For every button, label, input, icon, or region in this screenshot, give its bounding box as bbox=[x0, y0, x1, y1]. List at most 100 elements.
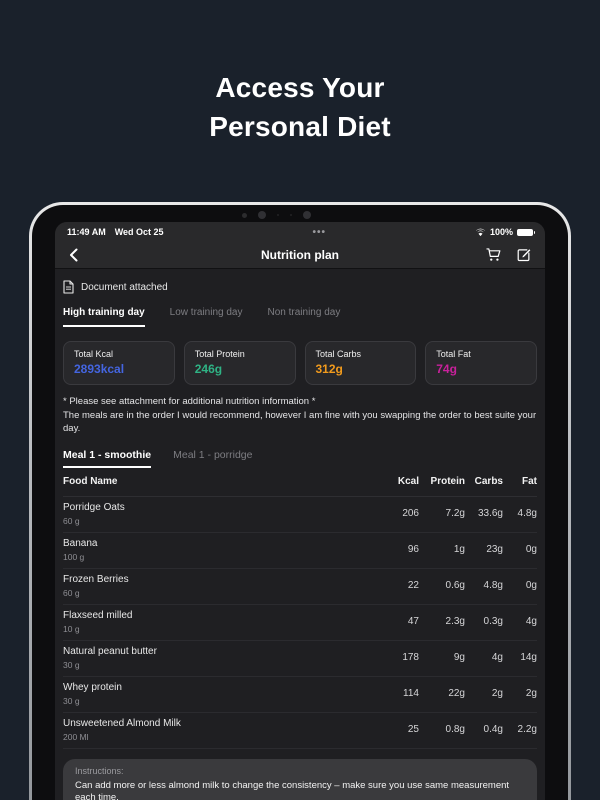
table-row: Natural peanut butter 30 g 178 9g 4g 14g bbox=[63, 641, 537, 677]
cell-fat: 2g bbox=[525, 688, 537, 699]
sensor-dot bbox=[290, 214, 292, 216]
status-time: 11:49 AM bbox=[67, 227, 106, 237]
document-attached-row[interactable]: Document attached bbox=[63, 280, 537, 294]
total-fat-card: Total Fat 74g bbox=[425, 341, 537, 385]
cell-carbs: 23g bbox=[486, 544, 503, 555]
note-attachment: * Please see attachment for additional n… bbox=[63, 396, 316, 407]
food-portion: 30 g bbox=[63, 659, 80, 670]
cell-protein: 22g bbox=[448, 688, 465, 699]
cell-carbs: 33.6g bbox=[477, 508, 503, 519]
tablet-device: 11:49 AM Wed Oct 25 ••• 100% Nutrition p bbox=[29, 202, 571, 800]
cell-fat: 2.2g bbox=[517, 724, 537, 735]
cell-kcal: 22 bbox=[407, 580, 419, 591]
table-header: Food Name Kcal Protein Carbs Fat bbox=[63, 468, 537, 497]
table-row: Whey protein 30 g 114 22g 2g 2g bbox=[63, 677, 537, 713]
food-portion: 200 Ml bbox=[63, 731, 89, 742]
tab-meal1-porridge[interactable]: Meal 1 - porridge bbox=[173, 448, 253, 461]
food-name: Unsweetened Almond Milk bbox=[63, 717, 181, 729]
cell-kcal: 178 bbox=[402, 652, 419, 663]
compose-icon[interactable] bbox=[517, 248, 531, 262]
food-name: Banana bbox=[63, 537, 98, 549]
document-icon bbox=[63, 280, 74, 294]
header-protein: Protein bbox=[430, 475, 465, 487]
cell-carbs: 2g bbox=[491, 688, 503, 699]
food-name: Whey protein bbox=[63, 681, 122, 693]
header-carbs: Carbs bbox=[474, 475, 503, 487]
food-name: Flaxseed milled bbox=[63, 609, 133, 621]
cell-fat: 14g bbox=[520, 652, 537, 663]
cell-kcal: 114 bbox=[403, 688, 419, 699]
total-kcal-card: Total Kcal 2893kcal bbox=[63, 341, 175, 385]
sensor-dot bbox=[277, 214, 279, 216]
hero-title-line1: Access Your bbox=[215, 72, 385, 103]
table-row: Frozen Berries 60 g 22 0.6g 4.8g 0g bbox=[63, 569, 537, 605]
cell-kcal: 47 bbox=[407, 616, 419, 627]
tab-meal1-smoothie[interactable]: Meal 1 - smoothie bbox=[63, 449, 152, 468]
header-food-name: Food Name bbox=[63, 475, 118, 487]
food-portion: 30 g bbox=[63, 695, 80, 706]
instructions-box: Instructions: Can add more or less almon… bbox=[63, 758, 537, 800]
camera-sensors bbox=[242, 211, 311, 219]
cell-kcal: 96 bbox=[407, 544, 419, 555]
hero-title: Access Your Personal Diet bbox=[0, 0, 600, 146]
cell-protein: 7.2g bbox=[445, 508, 465, 519]
note-meal-order: The meals are in the order I would recom… bbox=[63, 409, 537, 435]
total-carbs-card: Total Carbs 312g bbox=[304, 341, 417, 385]
coach-notes: * Please see attachment for additional n… bbox=[63, 395, 537, 436]
total-protein-card: Total Protein 246g bbox=[183, 341, 296, 385]
food-name: Natural peanut butter bbox=[63, 645, 157, 657]
table-row: Unsweetened Almond Milk 200 Ml 25 0.8g 0.… bbox=[63, 713, 537, 749]
training-day-tabs: High training day Low training day Non t… bbox=[63, 307, 537, 327]
header-kcal: Kcal bbox=[397, 475, 419, 487]
camera-icon bbox=[258, 211, 266, 219]
battery-icon bbox=[517, 228, 535, 236]
tab-non-training-day[interactable]: Non training day bbox=[267, 307, 341, 318]
cell-kcal: 206 bbox=[402, 508, 419, 519]
food-name: Porridge Oats bbox=[63, 501, 125, 513]
table-row: Flaxseed milled 10 g 47 2.3g 0.3g 4g bbox=[63, 605, 537, 641]
card-value: 312g bbox=[315, 362, 343, 376]
cell-fat: 0g bbox=[525, 580, 537, 591]
cell-protein: 9g bbox=[453, 652, 465, 663]
cell-protein: 0.8g bbox=[445, 724, 465, 735]
tab-high-training-day[interactable]: High training day bbox=[63, 307, 145, 327]
cell-carbs: 0.4g bbox=[483, 724, 503, 735]
tab-low-training-day[interactable]: Low training day bbox=[169, 307, 243, 318]
battery-percent: 100% bbox=[489, 227, 513, 237]
back-button[interactable] bbox=[69, 248, 78, 262]
food-name: Frozen Berries bbox=[63, 573, 129, 585]
card-value: 2893kcal bbox=[74, 362, 125, 376]
status-more-indicator: ••• bbox=[312, 226, 327, 238]
camera-icon bbox=[303, 211, 311, 219]
cell-fat: 0g bbox=[525, 544, 537, 555]
table-row: Banana 100 g 96 1g 23g 0g bbox=[63, 533, 537, 569]
cell-protein: 0.6g bbox=[445, 580, 465, 591]
cell-carbs: 4.8g bbox=[483, 580, 503, 591]
cell-fat: 4g bbox=[525, 616, 537, 627]
card-label: Total Carbs bbox=[315, 349, 362, 359]
document-attached-label: Document attached bbox=[81, 281, 168, 293]
cell-carbs: 0.3g bbox=[483, 616, 503, 627]
main-content: Document attached High training day Low … bbox=[55, 280, 545, 800]
card-value: 74g bbox=[436, 362, 457, 376]
cell-kcal: 25 bbox=[407, 724, 419, 735]
instructions-text: Can add more or less almond milk to chan… bbox=[75, 779, 510, 800]
sensor-dot bbox=[242, 212, 247, 218]
table-row: Porridge Oats 60 g 206 7.2g 33.6g 4.8g bbox=[63, 497, 537, 533]
cart-icon[interactable] bbox=[486, 248, 501, 262]
food-portion: 100 g bbox=[63, 551, 85, 562]
card-label: Total Kcal bbox=[74, 349, 114, 359]
page-title: Nutrition plan bbox=[261, 248, 339, 262]
card-label: Total Protein bbox=[194, 349, 245, 359]
app-screen: 11:49 AM Wed Oct 25 ••• 100% Nutrition p bbox=[55, 222, 545, 800]
wifi-icon bbox=[475, 228, 486, 237]
macro-summary-cards: Total Kcal 2893kcal Total Protein 246g T… bbox=[63, 341, 537, 385]
cell-carbs: 4g bbox=[491, 652, 503, 663]
food-portion: 60 g bbox=[63, 515, 80, 526]
status-date: Wed Oct 25 bbox=[114, 227, 164, 237]
food-portion: 60 g bbox=[63, 587, 80, 598]
cell-protein: 1g bbox=[453, 544, 465, 555]
card-value: 246g bbox=[194, 362, 223, 376]
status-bar: 11:49 AM Wed Oct 25 ••• 100% bbox=[55, 222, 545, 242]
nav-bar: Nutrition plan bbox=[55, 242, 545, 269]
